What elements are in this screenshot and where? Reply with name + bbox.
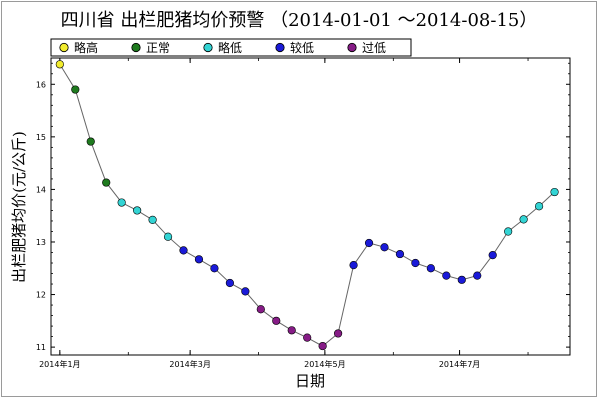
data-point [334, 329, 343, 338]
legend-box [50, 38, 412, 57]
data-point [473, 271, 482, 280]
legend-label: 过低 [362, 41, 386, 55]
y-tick-label: 14 [36, 185, 46, 194]
data-point [241, 287, 250, 296]
data-point [349, 261, 358, 270]
data-point [148, 215, 157, 225]
data-point [504, 227, 513, 236]
legend-marker [59, 42, 69, 53]
x-tick-label: 2014年1月 [39, 359, 80, 369]
data-point [364, 238, 374, 248]
data-point [457, 275, 466, 284]
y-tick-label: 16 [36, 80, 46, 89]
legend-marker [275, 42, 285, 53]
data-point [55, 60, 64, 69]
data-point [102, 178, 111, 187]
legend-label: 正常 [146, 41, 170, 55]
data-point [71, 85, 80, 94]
legend-marker [131, 42, 141, 53]
data-point [318, 341, 327, 351]
data-point [133, 206, 142, 215]
data-point [287, 326, 296, 335]
legend-label: 较低 [290, 40, 314, 55]
data-point [210, 264, 219, 273]
legend-marker [347, 42, 357, 53]
x-tick-label: 2014年7月 [439, 359, 480, 369]
chart-title: 四川省 出栏肥猪均价预警 （2014-01-01 ～2014-08-15） [61, 10, 538, 31]
legend-marker [203, 42, 213, 53]
series [55, 60, 559, 351]
data-point [395, 249, 405, 259]
data-point [117, 198, 126, 207]
data-point [272, 316, 281, 325]
data-point [86, 137, 95, 146]
x-axis: 2014年1月 2014年3月 2014年5月 2014年7月 [39, 58, 529, 369]
x-axis-title: 日期 [295, 372, 325, 390]
data-point [163, 232, 173, 241]
data-point [550, 187, 559, 197]
data-point [303, 333, 312, 342]
y-tick-label: 13 [36, 238, 46, 247]
data-point [256, 305, 265, 314]
data-point [380, 243, 389, 252]
data-point [411, 258, 420, 268]
data-point [225, 278, 234, 288]
legend-label: 略低 [218, 40, 242, 55]
legend: 略高 正常 略低 较低 过低 [50, 38, 412, 57]
data-point [194, 255, 204, 264]
data-point [179, 246, 188, 255]
y-axis-title: 出栏肥猪均价(元/公斤) [10, 131, 28, 283]
data-point [534, 202, 544, 211]
y-tick-label: 11 [36, 343, 46, 352]
chart-canvas: 四川省 出栏肥猪均价预警 （2014-01-01 ～2014-08-15） 略高… [10, 10, 571, 390]
data-point [442, 271, 451, 280]
x-tick-label: 2014年3月 [169, 359, 210, 369]
y-tick-label: 15 [36, 133, 46, 142]
y-tick-label: 12 [36, 291, 46, 300]
data-point [488, 251, 497, 260]
legend-label: 略高 [74, 40, 98, 55]
y-axis: 11 12 13 14 15 16 [36, 62, 570, 352]
x-tick-label: 2014年5月 [304, 359, 345, 369]
data-point [426, 264, 435, 273]
data-point [519, 215, 528, 224]
